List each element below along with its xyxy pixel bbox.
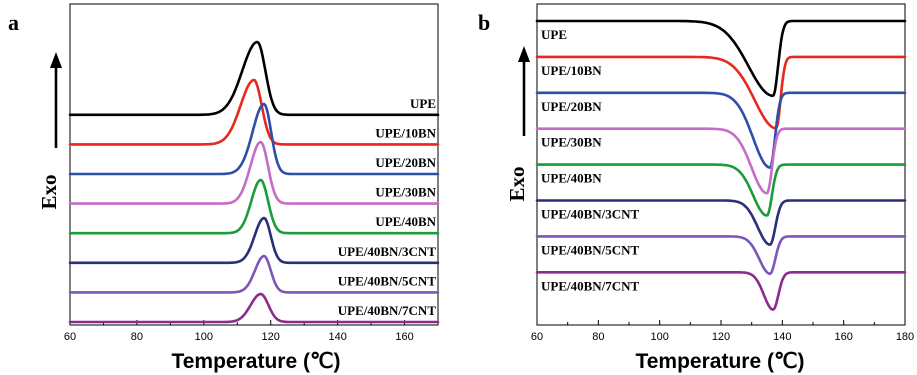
x-tick-label: 140 [328,331,346,343]
series-label: UPE/40BN/3CNT [338,244,437,259]
series-curve [535,19,907,98]
panel-a-x-axis-label: Temperature (℃) [171,350,340,373]
series-curve [535,127,907,195]
panel-a-plot-frame [69,3,439,326]
x-tick-label: 60 [531,331,543,343]
panel-b-curve-labels: UPE UPE/10BN UPE/20BN UPE/30BN UPE/40BN UPE/4… [541,27,640,293]
panel-b-x-ticks: 60 80 100 120 140 160 180 [531,320,914,343]
series-curve [68,254,440,294]
exo-arrow-up [50,52,62,148]
series-curve [535,271,907,311]
panel-b-label: b [478,10,490,35]
series-label: UPE/40BN/5CNT [541,242,640,257]
series-curve [68,78,440,146]
panel-a-y-axis-label: Exo [37,174,61,209]
series-label: UPE/40BN [541,171,602,186]
x-tick-label: 100 [650,331,668,343]
series-curve [535,199,907,246]
x-tick-label: 120 [712,331,730,343]
panel-b-heating-chart: b Exo 60 80 100 120 140 160 180 UPEUPE/10BNUPE… [478,3,914,373]
series-label: UPE/30BN [541,135,602,150]
x-tick-label: 180 [896,331,914,343]
series-curve [68,102,440,176]
panel-a-label: a [8,10,19,35]
x-tick-label: 80 [131,331,143,343]
series-label: UPE [410,96,436,111]
series-label: UPE/40BN/7CNT [338,303,437,318]
series-label: UPE/20BN [541,99,602,114]
series-curve [535,55,907,130]
x-tick-label: 120 [262,331,280,343]
exo-arrow-up [518,46,530,136]
series-label: UPE/40BN/5CNT [338,273,437,288]
series-label: UPE/20BN [375,155,436,170]
series-curve [68,40,440,117]
x-tick-label: 160 [834,331,852,343]
panel-a-x-ticks: 60 80 100 120 140 160 [64,320,414,343]
series-curve [535,235,907,276]
x-tick-label: 80 [592,331,604,343]
series-curve [68,216,440,265]
panel-b-curves [535,19,907,311]
panel-b-x-axis-label: Temperature (℃) [635,350,804,373]
x-tick-label: 60 [64,331,76,343]
series-curve [68,292,440,324]
series-label: UPE/40BN/7CNT [541,278,640,293]
series-label: UPE/30BN [375,185,436,200]
series-label: UPE/40BN/3CNT [541,207,640,222]
x-tick-label: 160 [395,331,413,343]
series-label: UPE/10BN [541,63,602,78]
x-tick-label: 100 [195,331,213,343]
series-label: UPE/40BN [375,214,436,229]
series-curve [68,140,440,205]
series-curve [68,178,440,235]
series-label: UPE [541,27,567,42]
panel-a-curve-labels: UPE UPE/10BN UPE/20BN UPE/30BN UPE/40BN UPE/4… [338,96,437,318]
series-curve [535,91,907,169]
x-tick-label: 140 [773,331,791,343]
series-label: UPE/10BN [375,125,436,140]
panel-a-cooling-chart: a Exo 60 80 100 120 140 160 UPE UPE/10BN UPE/20… [8,3,440,373]
series-curve [535,163,907,217]
panel-a-curves [68,40,440,324]
panel-b-y-axis-label: Exo [505,166,529,201]
